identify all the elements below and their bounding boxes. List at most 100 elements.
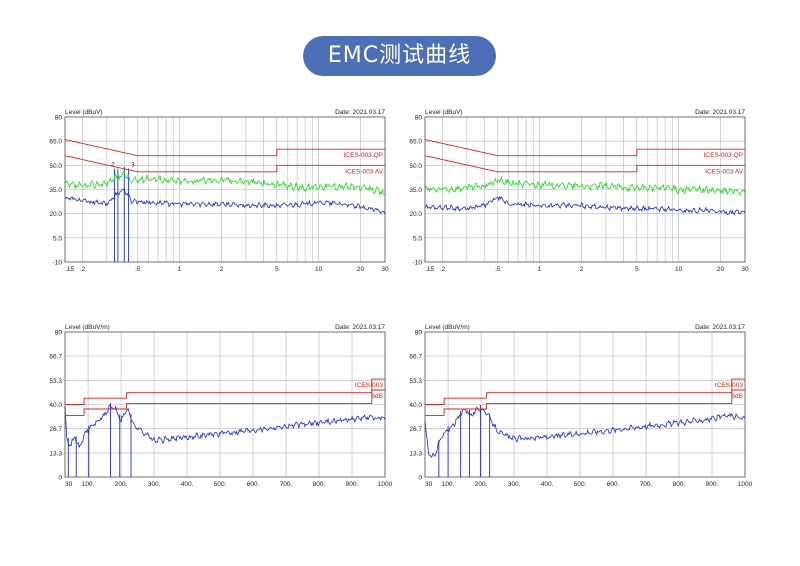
y-axis-label: Level (dBuV) (65, 109, 103, 116)
x-tick-label: 300. (508, 481, 521, 488)
chart-radiated-2: 0 13.3 26.7 40.0 53.3 66.7 80 30 100. 200. 300. 400… (395, 315, 755, 495)
x-tick-label: 500. (214, 481, 227, 488)
x-tick-label: .5 (135, 266, 141, 273)
limit-line (64, 155, 385, 173)
limit-line (425, 389, 745, 416)
x-tick-label: 700. (640, 481, 653, 488)
y-tick-label: 80 (415, 115, 423, 122)
x-tick-label: 900. (706, 481, 719, 488)
x-tick-label: .15 (65, 266, 74, 273)
chart-svg: -10 5.0 20.0 35.0 50.0 65.0 80 .15 .2 .5 1 2 5 10 20 30… (49, 109, 389, 273)
series-line (424, 407, 746, 458)
y-tick-label: 26.7 (49, 426, 62, 433)
series-line (64, 171, 386, 196)
y-tick-label: 13.3 (409, 450, 422, 457)
y-tick-label: 40.0 (49, 402, 62, 409)
chart-date: Date: 2021.03.17 (335, 109, 385, 116)
y-tick-label: 80 (415, 330, 423, 337)
y-tick-label: 13.3 (49, 450, 62, 457)
y-tick-label: 65.0 (49, 139, 62, 146)
y-tick-label: 50.0 (49, 163, 62, 170)
y-tick-label: 50.0 (409, 163, 422, 170)
chart-date: Date: 2021.03.17 (335, 324, 385, 331)
x-tick-label: 5 (275, 266, 279, 273)
page-title: EMC测试曲线 (303, 36, 496, 76)
series-line (64, 404, 386, 449)
x-tick-label: 100. (442, 481, 455, 488)
limit-label: ICES-003 AV (345, 168, 383, 175)
y-tick-label: 5.0 (413, 235, 422, 242)
limit-label: ICES-003 AV (705, 168, 743, 175)
x-tick-label: 10 (675, 266, 683, 273)
y-axis-label: Level (dBuV/m) (425, 324, 470, 331)
y-tick-label: 5.0 (53, 235, 62, 242)
y-tick-label: 80 (55, 330, 63, 337)
x-tick-label: 5 (635, 266, 639, 273)
y-tick-label: 53.3 (409, 378, 422, 385)
x-tick-label: 20 (717, 266, 725, 273)
series-line (424, 175, 746, 196)
series-line (64, 188, 386, 215)
x-tick-label: 10 (315, 266, 323, 273)
x-tick-label: 800. (673, 481, 686, 488)
limit-label: ICES-003 (355, 382, 384, 389)
chart-conducted-2: -10 5.0 20.0 35.0 50.0 65.0 80 .15 .2 .5 1 2 5 10 20 30… (395, 100, 755, 280)
x-tick-label: 30 (425, 481, 433, 488)
x-tick-label: 900. (346, 481, 359, 488)
series-line (424, 195, 746, 216)
x-tick-label: 1 (178, 266, 182, 273)
x-tick-label: 400. (181, 481, 194, 488)
x-tick-label: 30 (65, 481, 73, 488)
x-tick-label: 1000 (738, 481, 753, 488)
y-tick-label: 35.0 (49, 187, 62, 194)
x-tick-label: 300. (148, 481, 161, 488)
x-tick-label: 400. (541, 481, 554, 488)
marker-label: 3 (131, 163, 135, 169)
x-tick-label: 1000 (378, 481, 393, 488)
x-tick-label: 30 (741, 266, 749, 273)
y-tick-label: 53.3 (49, 378, 62, 385)
y-tick-label: -10 (53, 260, 63, 267)
limit-label: ICES-003 QP (704, 152, 743, 159)
chart-svg: 0 13.3 26.7 40.0 53.3 66.7 80 30 100. 200. 300. 400… (409, 324, 753, 488)
limit-line (424, 155, 745, 173)
limit-line (65, 378, 385, 405)
x-tick-label: 200. (115, 481, 128, 488)
limit-label: ICES-003 (715, 382, 744, 389)
x-tick-label: 600. (607, 481, 620, 488)
x-tick-label: 100. (82, 481, 95, 488)
x-tick-label: 30 (381, 266, 389, 273)
x-tick-label: 1 (538, 266, 542, 273)
chart-svg: -10 5.0 20.0 35.0 50.0 65.0 80 .15 .2 .5 1 2 5 10 20 30… (409, 109, 749, 273)
limit-line (64, 139, 385, 157)
y-tick-label: 40.0 (409, 402, 422, 409)
limit-line (65, 389, 385, 416)
y-tick-label: 80 (55, 115, 63, 122)
limit-label: ICES-003 QP (344, 152, 383, 159)
chart-conducted-1: -10 5.0 20.0 35.0 50.0 65.0 80 .15 .2 .5 1 2 5 10 20 30… (35, 100, 395, 280)
y-tick-label: -10 (413, 260, 423, 267)
y-tick-label: 66.7 (49, 354, 62, 361)
x-tick-label: .2 (80, 266, 86, 273)
y-tick-label: 35.0 (409, 187, 422, 194)
chart-svg: 0 13.3 26.7 40.0 53.3 66.7 80 30 100. 200. 300. 400… (49, 324, 393, 488)
y-tick-label: 66.7 (409, 354, 422, 361)
x-tick-label: 20 (357, 266, 365, 273)
x-tick-label: .2 (440, 266, 446, 273)
y-tick-label: 20.0 (409, 211, 422, 218)
chart-date: Date: 2021.03.17 (695, 324, 745, 331)
chart-radiated-1: 0 13.3 26.7 40.0 53.3 66.7 80 30 100. 200. 300. 400… (35, 315, 395, 495)
limit-line (424, 139, 745, 157)
y-axis-label: Level (dBuV) (425, 109, 463, 116)
x-tick-label: 800. (313, 481, 326, 488)
x-tick-label: .15 (425, 266, 434, 273)
y-tick-label: 26.7 (409, 426, 422, 433)
limit-label: 6dB (371, 393, 383, 400)
y-tick-label: 0 (58, 475, 62, 482)
plot-frame (64, 116, 386, 263)
x-tick-label: .5 (495, 266, 501, 273)
x-tick-label: 200. (475, 481, 488, 488)
y-tick-label: 0 (418, 475, 422, 482)
x-tick-label: 2 (580, 266, 584, 273)
x-tick-label: 2 (220, 266, 224, 273)
